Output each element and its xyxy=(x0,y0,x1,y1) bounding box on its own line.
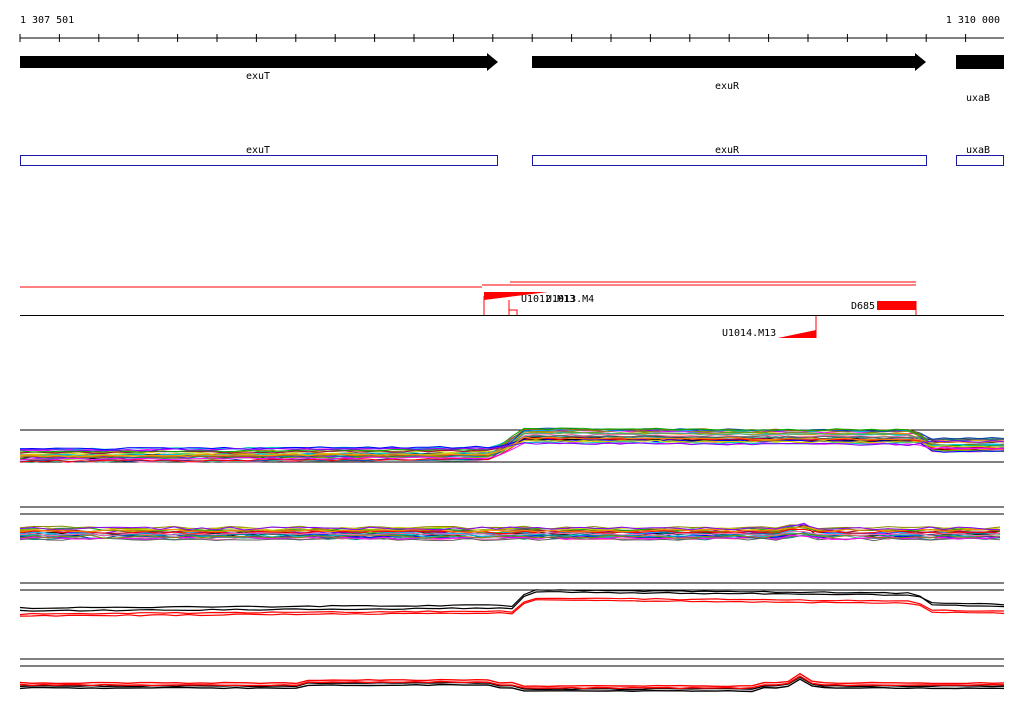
feature-label-U1012-M13: U1012.M13 xyxy=(521,294,575,305)
cds-box-exuR[interactable] xyxy=(532,155,927,166)
cds-box-uxaB[interactable] xyxy=(956,155,1004,166)
feature-marker-D685[interactable] xyxy=(877,301,916,310)
ruler-end-label: 1 310 000 xyxy=(946,15,1000,26)
expression-trace xyxy=(19,427,1005,463)
gene-track: exuT exuR uxaB xyxy=(20,53,1004,104)
expression-panel-3 xyxy=(19,582,1005,617)
expression-trace xyxy=(19,440,1005,452)
expression-trace xyxy=(19,525,1001,533)
expression-trace xyxy=(19,599,1005,617)
expression-trace xyxy=(19,524,1001,531)
expression-trace xyxy=(19,534,1001,540)
expression-panel-4 xyxy=(19,658,1005,693)
coordinate-ruler: 1 307 501 1 310 000 xyxy=(19,15,1004,42)
expression-trace xyxy=(19,528,1001,535)
expression-trace xyxy=(19,597,1005,616)
gene-label-exuR: exuR xyxy=(715,81,740,92)
expression-trace xyxy=(19,530,1001,537)
feature-label-U1014-M13: U1014.M13 xyxy=(722,328,776,339)
expression-trace xyxy=(19,672,1005,688)
feature-marker-U1013-M4[interactable] xyxy=(508,309,518,315)
expression-trace xyxy=(19,439,1005,457)
cds-track: exuT exuR uxaB xyxy=(20,145,1004,166)
expression-trace xyxy=(19,427,1005,453)
expression-trace xyxy=(19,524,1001,530)
ruler-ticks xyxy=(19,34,967,42)
feature-marker-U1014-M13[interactable] xyxy=(778,330,816,338)
expression-trace xyxy=(19,589,1005,610)
cds-label-exuT: exuT xyxy=(246,145,270,156)
feature-marker-U1012-M13[interactable] xyxy=(484,292,548,300)
expression-trace xyxy=(19,438,1005,453)
feature-track: U1012.M13 U1013.M4 D685 U1014.M13 xyxy=(20,281,1004,339)
expression-trace xyxy=(19,437,1005,463)
expression-trace xyxy=(19,533,1001,539)
expression-trace xyxy=(19,675,1005,690)
gene-arrow-exuR[interactable] xyxy=(532,53,926,71)
gene-label-exuT: exuT xyxy=(246,71,270,82)
expression-panel-1 xyxy=(19,427,1005,464)
gene-arrow-uxaB[interactable] xyxy=(956,55,1004,69)
expression-trace xyxy=(19,678,1005,693)
feature-label-U1013-M4: U1013.M4 xyxy=(546,294,594,305)
expression-panel-2 xyxy=(19,506,1004,542)
cds-label-uxaB: uxaB xyxy=(966,145,990,156)
expression-trace xyxy=(19,526,1001,533)
gene-label-uxaB: uxaB xyxy=(966,93,990,104)
feature-label-D685: D685 xyxy=(851,301,875,312)
expression-trace xyxy=(19,591,1005,612)
ruler-start-label: 1 307 501 xyxy=(20,15,74,26)
cds-label-exuR: exuR xyxy=(715,145,740,156)
cds-box-exuT[interactable] xyxy=(20,155,498,166)
gene-arrow-exuT[interactable] xyxy=(20,53,498,71)
